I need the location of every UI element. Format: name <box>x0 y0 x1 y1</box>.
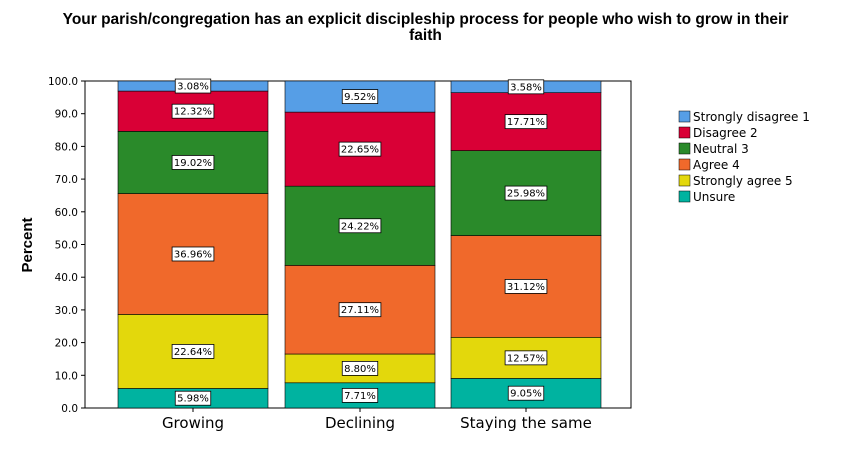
data-label: 27.11% <box>341 305 379 316</box>
y-tick-label: 50.0 <box>55 240 78 252</box>
data-label: 22.64% <box>174 347 212 358</box>
legend-swatch <box>678 158 691 171</box>
legend: Strongly disagree 1 Disagree 2 Neutral 3 Ag… <box>678 110 810 204</box>
data-label: 7.71% <box>344 391 376 402</box>
y-tick-label: 40.0 <box>55 272 78 284</box>
y-axis-label: Percent <box>19 217 36 272</box>
data-label-box <box>504 350 548 366</box>
data-label-box <box>504 279 548 294</box>
data-label: 5.98% <box>177 394 209 405</box>
chart-title-line-1: Your parish/congregation has an explicit… <box>62 11 789 28</box>
y-tick-label: 60.0 <box>55 207 78 219</box>
chart-title-line-2: faith <box>409 27 442 44</box>
data-labels: 5.98% 22.64% 36.96% 19.02% 12.32% 3.08% 7.71% 8… <box>171 78 548 406</box>
data-label-box <box>507 385 545 401</box>
data-label: 9.52% <box>344 92 376 103</box>
legend-entry: Strongly disagree 1 <box>693 110 810 124</box>
data-label-box <box>174 390 212 406</box>
data-label: 12.32% <box>174 107 212 118</box>
y-tick-label: 70.0 <box>55 174 78 186</box>
y-tick-label: 10.0 <box>55 370 78 382</box>
data-label-box <box>341 387 379 403</box>
data-label: 3.08% <box>177 82 209 93</box>
data-label: 24.22% <box>341 221 379 232</box>
axes: 0.0 10.0 20.0 30.0 40.0 50.0 60.0 70.0 80.0 90.0 1… <box>48 76 632 432</box>
data-label-box <box>171 155 215 170</box>
x-tick-label: Declining <box>325 414 395 432</box>
legend-swatch <box>678 126 691 139</box>
data-label-box <box>174 78 212 94</box>
x-tick-label: Staying the same <box>460 414 592 432</box>
y-tick-label: 90.0 <box>55 109 78 121</box>
data-label-box <box>171 103 215 119</box>
data-label: 17.71% <box>507 117 545 128</box>
data-label: 3.58% <box>510 82 542 93</box>
legend-entry: Agree 4 <box>693 158 740 172</box>
y-tick-label: 80.0 <box>55 141 78 153</box>
data-label-box <box>504 185 548 201</box>
chart-title: Your parish/congregation has an explicit… <box>20 12 831 44</box>
data-label-box <box>341 89 379 104</box>
legend-entry: Unsure <box>693 190 735 204</box>
legend-entry: Neutral 3 <box>693 142 749 156</box>
data-label: 31.12% <box>507 282 545 293</box>
data-label: 36.96% <box>174 249 212 260</box>
legend-swatch <box>678 142 691 155</box>
y-tick-label: 0.0 <box>61 403 78 415</box>
data-label-box <box>171 344 215 359</box>
legend-entry: Strongly agree 5 <box>693 174 793 188</box>
data-label-box <box>504 114 548 130</box>
data-label: 25.98% <box>507 189 545 200</box>
x-tick-label: Growing <box>162 414 224 432</box>
legend-swatch <box>678 174 691 187</box>
legend-entry: Disagree 2 <box>693 126 758 140</box>
data-label-box <box>338 218 382 234</box>
data-label-box <box>171 246 215 262</box>
legend-swatch <box>678 110 691 123</box>
y-tick-label: 20.0 <box>55 338 78 350</box>
data-label-box <box>338 141 382 157</box>
data-label: 8.80% <box>344 364 376 375</box>
y-tick-label: 30.0 <box>55 305 78 317</box>
data-label-box <box>341 361 379 376</box>
y-tick-label: 100.0 <box>48 76 78 88</box>
data-label-box <box>507 79 545 95</box>
data-label: 12.57% <box>507 353 545 364</box>
legend-swatch <box>678 190 691 203</box>
data-label: 22.65% <box>341 145 379 156</box>
data-label: 9.05% <box>510 389 542 400</box>
data-label-box <box>338 302 382 318</box>
data-label: 19.02% <box>174 158 212 169</box>
